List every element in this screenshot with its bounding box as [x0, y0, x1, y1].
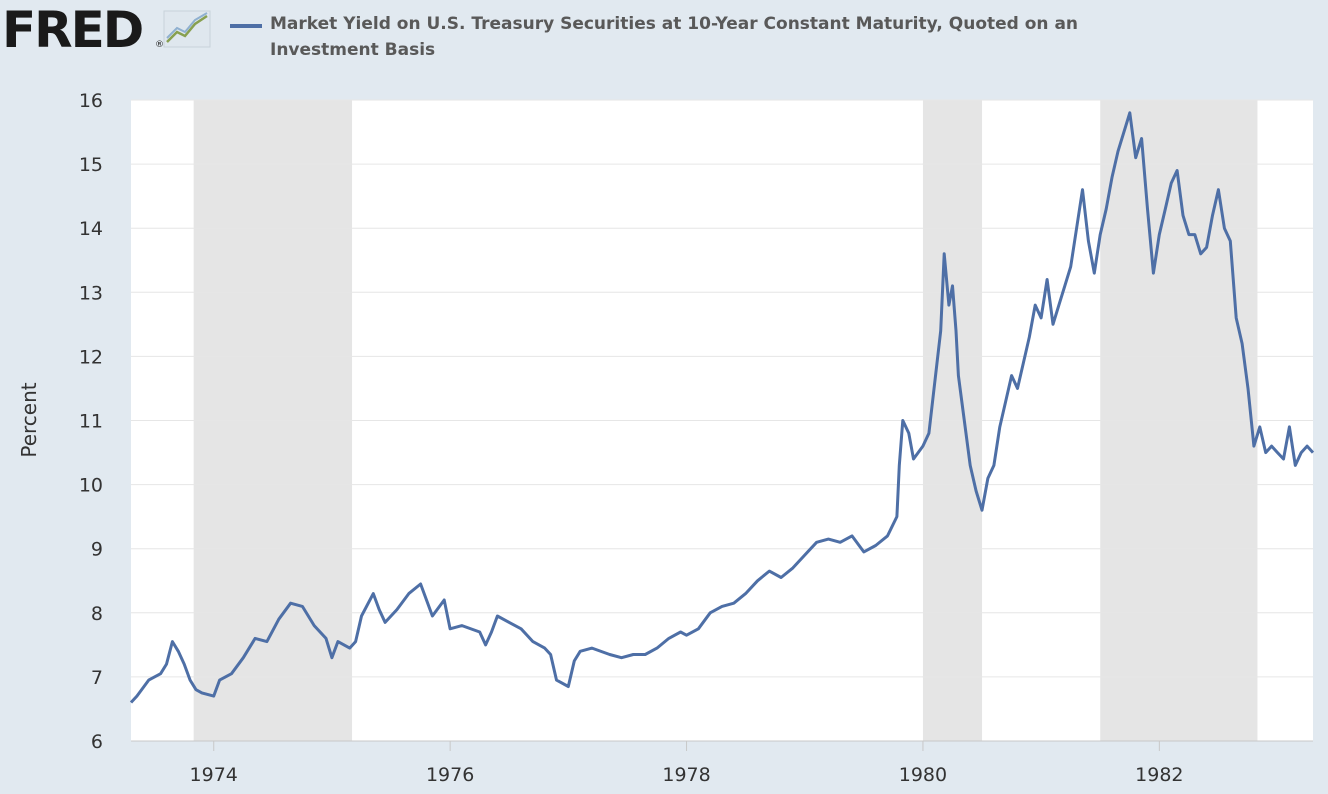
x-tick-label: 1976	[426, 764, 474, 786]
y-tick-label: 10	[79, 475, 103, 497]
x-tick-label: 1978	[662, 764, 710, 786]
x-tick-label: 1980	[899, 764, 947, 786]
y-tick-label: 16	[79, 90, 103, 112]
y-tick-label: 6	[91, 731, 103, 753]
y-tick-label: 12	[79, 346, 103, 368]
x-tick-label: 1982	[1135, 764, 1183, 786]
y-axis-label: Percent	[17, 382, 41, 457]
fred-chart-icon	[163, 10, 211, 48]
y-tick-label: 7	[91, 667, 103, 689]
y-tick-label: 8	[91, 603, 103, 625]
series-line	[129, 111, 1315, 704]
legend-series-title: Market Yield on U.S. Treasury Securities…	[270, 14, 1079, 60]
y-tick-label: 14	[79, 218, 103, 240]
x-tick-label: 1974	[190, 764, 238, 786]
y-tick-label: 9	[91, 539, 103, 561]
registered-mark: ®	[155, 40, 164, 50]
y-tick-label: 15	[79, 154, 103, 176]
y-tick-label: 13	[79, 282, 103, 304]
fred-logo[interactable]: FRED	[2, 1, 144, 59]
y-tick-label: 11	[79, 411, 103, 433]
chart-header: FRED ® Market Yield on U.S. Treasury Sec…	[0, 0, 1328, 80]
legend-swatch	[230, 24, 262, 28]
